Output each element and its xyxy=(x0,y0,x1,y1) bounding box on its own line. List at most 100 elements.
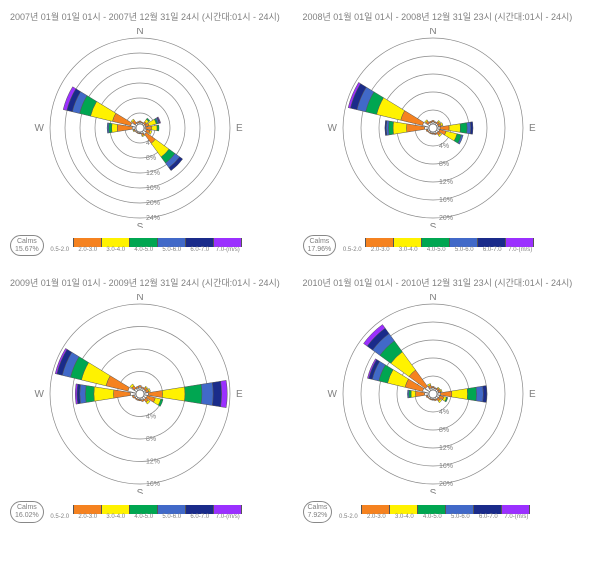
legend-label: 5.0-6.0 xyxy=(450,247,478,253)
legend-label: 3.0-4.0 xyxy=(394,247,422,253)
rose-wedge xyxy=(436,127,439,129)
legend-swatch xyxy=(362,505,390,514)
rose-wedge xyxy=(139,400,141,401)
legend-label: 3.0-4.0 xyxy=(390,514,418,520)
ring-pct-label: 4% xyxy=(439,143,449,150)
legend-item: 4.0-5.0 xyxy=(130,238,158,253)
legend-swatch xyxy=(418,505,446,514)
panel-title: 2010년 01월 01일 01시 - 2010년 12월 31일 23시 (시… xyxy=(303,276,581,289)
ring-pct-label: 12% xyxy=(146,170,160,177)
legend-swatch xyxy=(46,238,74,247)
rose-wedge xyxy=(221,381,228,408)
legend-swatch xyxy=(366,238,394,247)
legend-label: 2.0-3.0 xyxy=(366,247,394,253)
cardinal-label: N xyxy=(136,28,143,37)
ring-pct-label: 4% xyxy=(146,414,156,421)
rose-wedge xyxy=(432,388,434,390)
rose-wedge xyxy=(432,400,434,401)
legend-label: 7.0-(m/s) xyxy=(506,247,534,253)
legend-swatch xyxy=(74,505,102,514)
panel-title: 2008년 01월 01일 01시 - 2008년 12월 31일 23시 (시… xyxy=(303,10,581,23)
rose-wedge xyxy=(393,122,407,135)
ring-pct-label: 20% xyxy=(146,200,160,207)
legend-item: 3.0-4.0 xyxy=(102,505,130,520)
rose-wedge xyxy=(106,376,129,391)
legend-item: 3.0-4.0 xyxy=(102,238,130,253)
legend-swatch xyxy=(102,505,130,514)
windrose-panel: 2008년 01월 01일 01시 - 2008년 12월 31일 23시 (시… xyxy=(303,10,581,256)
ring-pct-label: 16% xyxy=(439,197,453,204)
cardinal-label: N xyxy=(429,28,436,37)
legend-swatch xyxy=(102,238,130,247)
legend-row: Calms15.67%0.5-2.02.0-3.03.0-4.04.0-5.05… xyxy=(10,235,288,256)
legend-label: 0.5-2.0 xyxy=(46,514,74,520)
legend-item: 7.0-(m/s) xyxy=(506,238,534,253)
legend-label: 5.0-6.0 xyxy=(446,514,474,520)
legend-item: 2.0-3.0 xyxy=(362,505,390,520)
legend-item: 0.5-2.0 xyxy=(334,505,362,520)
ring-pct-label: 8% xyxy=(146,436,156,443)
ring-pct-label: 16% xyxy=(146,481,160,488)
legend-item: 6.0-7.0 xyxy=(478,238,506,253)
legend-swatch xyxy=(450,238,478,247)
rose-wedge xyxy=(157,125,159,131)
legend-swatch xyxy=(214,505,242,514)
legend-item: 6.0-7.0 xyxy=(474,505,502,520)
rose-wedge xyxy=(431,120,433,121)
cardinal-label: S xyxy=(429,488,436,494)
legend-label: 2.0-3.0 xyxy=(74,247,102,253)
legend-label: 7.0-(m/s) xyxy=(502,514,530,520)
cardinal-label: E xyxy=(529,389,536,400)
legend-label: 0.5-2.0 xyxy=(334,514,362,520)
legend-swatch xyxy=(158,505,186,514)
ring-pct-label: 8% xyxy=(439,427,449,434)
panel-title: 2009년 01월 01일 01시 - 2009년 12월 31일 24시 (시… xyxy=(10,276,288,289)
legend-item: 5.0-6.0 xyxy=(158,505,186,520)
ring-pct-label: 12% xyxy=(146,459,160,466)
legend-swatch xyxy=(502,505,530,514)
legend-swatch xyxy=(474,505,502,514)
ring-pct-label: 20% xyxy=(439,481,453,488)
rose-wedge xyxy=(212,382,221,408)
legend-label: 4.0-5.0 xyxy=(422,247,450,253)
rose-wedge xyxy=(139,121,141,122)
legend-item: 5.0-6.0 xyxy=(158,238,186,253)
legend-swatch xyxy=(390,505,418,514)
legend-item: 2.0-3.0 xyxy=(366,238,394,253)
rose-wedge xyxy=(112,124,118,133)
rose-wedge xyxy=(476,386,483,402)
legend-swatch xyxy=(74,238,102,247)
legend-label: 7.0-(m/s) xyxy=(214,247,242,253)
cardinal-label: W xyxy=(35,123,45,134)
legend-item: 7.0-(m/s) xyxy=(214,238,242,253)
legend-label: 2.0-3.0 xyxy=(362,514,390,520)
legend-swatch xyxy=(186,505,214,514)
legend-label: 6.0-7.0 xyxy=(186,247,214,253)
calms-box: Calms16.02% xyxy=(10,501,44,522)
legend-swatch xyxy=(422,238,450,247)
legend-item: 3.0-4.0 xyxy=(394,238,422,253)
ring-pct-label: 8% xyxy=(439,161,449,168)
windrose-chart: 4%8%12%16%NESW xyxy=(10,294,270,494)
rose-wedge xyxy=(431,387,433,388)
cardinal-label: S xyxy=(429,222,436,228)
legend-item: 7.0-(m/s) xyxy=(214,505,242,520)
rose-wedge xyxy=(151,125,157,130)
legend-label: 5.0-6.0 xyxy=(158,247,186,253)
legend-item: 4.0-5.0 xyxy=(418,505,446,520)
rose-wedge xyxy=(470,122,473,135)
rose-wedge xyxy=(109,123,112,133)
rose-wedge xyxy=(85,386,94,403)
legend-label: 3.0-4.0 xyxy=(102,247,130,253)
rose-wedge xyxy=(432,133,434,134)
rose-wedge xyxy=(407,390,409,398)
panel-title: 2007년 01월 01일 01시 - 2007년 12월 31일 24시 (시… xyxy=(10,10,288,23)
legend-swatch xyxy=(338,238,366,247)
ring-pct-label: 12% xyxy=(439,445,453,452)
ring-pct-label: 20% xyxy=(439,215,453,222)
legend-swatch xyxy=(394,238,422,247)
ring-pct-label: 24% xyxy=(146,215,160,222)
rose-wedge xyxy=(415,392,424,397)
windrose-panel: 2007년 01월 01일 01시 - 2007년 12월 31일 24시 (시… xyxy=(10,10,288,256)
rose-wedge xyxy=(139,133,141,134)
